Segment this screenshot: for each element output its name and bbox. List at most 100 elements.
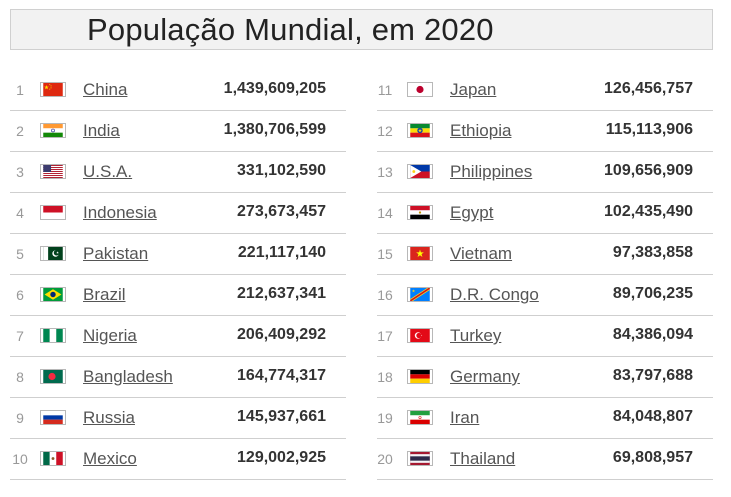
india-flag-icon [40,123,66,138]
population-value: 164,774,317 [237,367,326,384]
population-value: 115,113,906 [605,121,693,138]
population-value: 1,380,706,599 [223,121,326,138]
rank-number: 2 [16,123,24,139]
ethiopia-flag-icon [407,123,433,138]
country-link[interactable]: Egypt [450,203,494,222]
country-link[interactable]: Turkey [450,326,502,345]
mexico-flag-icon [40,451,66,466]
page-title: População Mundial, em 2020 [87,12,494,47]
list-item: 5 Pakistan 221,117,140 [10,234,346,275]
population-value: 126,456,757 [604,80,693,97]
title-bar: População Mundial, em 2020 [10,9,713,50]
country-link[interactable]: Germany [450,367,520,386]
list-item: 15 Vietnam 97,383,858 [377,234,713,275]
rank-number: 19 [377,410,393,426]
rank-number: 17 [377,328,393,344]
rank-number: 16 [377,287,393,303]
rank-number: 13 [377,164,393,180]
usa-flag-icon [40,164,66,179]
thailand-flag-icon [407,451,433,466]
bangladesh-flag-icon [40,369,66,384]
list-item: 11 Japan 126,456,757 [377,70,713,111]
population-value: 145,937,661 [237,408,326,425]
rank-number: 3 [16,164,24,180]
rank-number: 12 [377,123,393,139]
pakistan-flag-icon [40,246,66,261]
rank-number: 9 [16,410,24,426]
nigeria-flag-icon [40,328,66,343]
country-link[interactable]: India [83,121,120,140]
brazil-flag-icon [40,287,66,302]
list-item: 2 India 1,380,706,599 [10,111,346,152]
right-country-list: 11 Japan 126,456,757 12 Ethiopia 115,113… [377,70,713,480]
egypt-flag-icon [407,205,433,220]
rank-number: 8 [16,369,24,385]
rank-number: 20 [377,451,393,467]
turkey-flag-icon [407,328,433,343]
country-link[interactable]: Brazil [83,285,126,304]
philippines-flag-icon [407,164,433,179]
list-item: 6 Brazil 212,637,341 [10,275,346,316]
population-value: 84,048,807 [612,408,693,425]
country-link[interactable]: D.R. Congo [450,285,539,304]
china-flag-icon [40,82,66,97]
country-link[interactable]: Thailand [450,449,516,468]
population-value: 84,386,094 [612,326,693,343]
population-value: 102,435,490 [604,203,693,220]
list-item: 10 Mexico 129,002,925 [10,439,346,480]
rank-number: 10 [12,451,28,467]
list-item: 1 China 1,439,609,205 [10,70,346,111]
country-link[interactable]: China [83,80,128,99]
population-value: 89,706,235 [612,285,693,302]
russia-flag-icon [40,410,66,425]
population-value: 69,808,957 [612,449,693,466]
population-value: 273,673,457 [237,203,326,220]
list-item: 19 Iran 84,048,807 [377,398,713,439]
list-item: 8 Bangladesh 164,774,317 [10,357,346,398]
dr-congo-flag-icon [407,287,433,302]
list-item: 14 Egypt 102,435,490 [377,193,713,234]
population-value: 1,439,609,205 [223,80,326,97]
country-link[interactable]: Vietnam [450,244,513,263]
list-item: 16 D.R. Congo 89,706,235 [377,275,713,316]
population-value: 212,637,341 [237,285,326,302]
population-value: 83,797,688 [612,367,693,384]
population-value: 97,383,858 [612,244,693,261]
vietnam-flag-icon [407,246,433,261]
list-item: 7 Nigeria 206,409,292 [10,316,346,357]
country-link[interactable]: Indonesia [83,203,157,222]
japan-flag-icon [407,82,433,97]
country-link[interactable]: Philippines [450,162,533,181]
country-link[interactable]: Ethiopia [450,121,512,140]
country-link[interactable]: Russia [83,408,135,427]
rank-number: 7 [16,328,24,344]
rank-number: 6 [16,287,24,303]
country-link[interactable]: Japan [450,80,497,99]
rank-number: 18 [377,369,393,385]
germany-flag-icon [407,369,433,384]
country-link[interactable]: Pakistan [83,244,149,263]
list-item: 3 U.S.A. 331,102,590 [10,152,346,193]
population-value: 221,117,140 [237,244,326,261]
list-item: 12 Ethiopia 115,113,906 [377,111,713,152]
iran-flag-icon [407,410,433,425]
country-link[interactable]: Bangladesh [83,367,173,386]
rank-number: 15 [377,246,393,262]
list-item: 18 Germany 83,797,688 [377,357,713,398]
country-link[interactable]: U.S.A. [83,162,133,181]
list-item: 4 Indonesia 273,673,457 [10,193,346,234]
list-item: 17 Turkey 84,386,094 [377,316,713,357]
population-value: 331,102,590 [237,162,326,179]
rank-number: 4 [16,205,24,221]
list-item: 9 Russia 145,937,661 [10,398,346,439]
rank-number: 11 [377,82,393,98]
country-link[interactable]: Iran [450,408,480,427]
left-country-list: 1 China 1,439,609,205 2 India 1,380,706,… [10,70,346,480]
list-item: 13 Philippines 109,656,909 [377,152,713,193]
rank-number: 14 [377,205,393,221]
country-link[interactable]: Mexico [83,449,137,468]
population-value: 109,656,909 [604,162,693,179]
list-item: 20 Thailand 69,808,957 [377,439,713,480]
rank-number: 5 [16,246,24,262]
country-link[interactable]: Nigeria [83,326,137,345]
